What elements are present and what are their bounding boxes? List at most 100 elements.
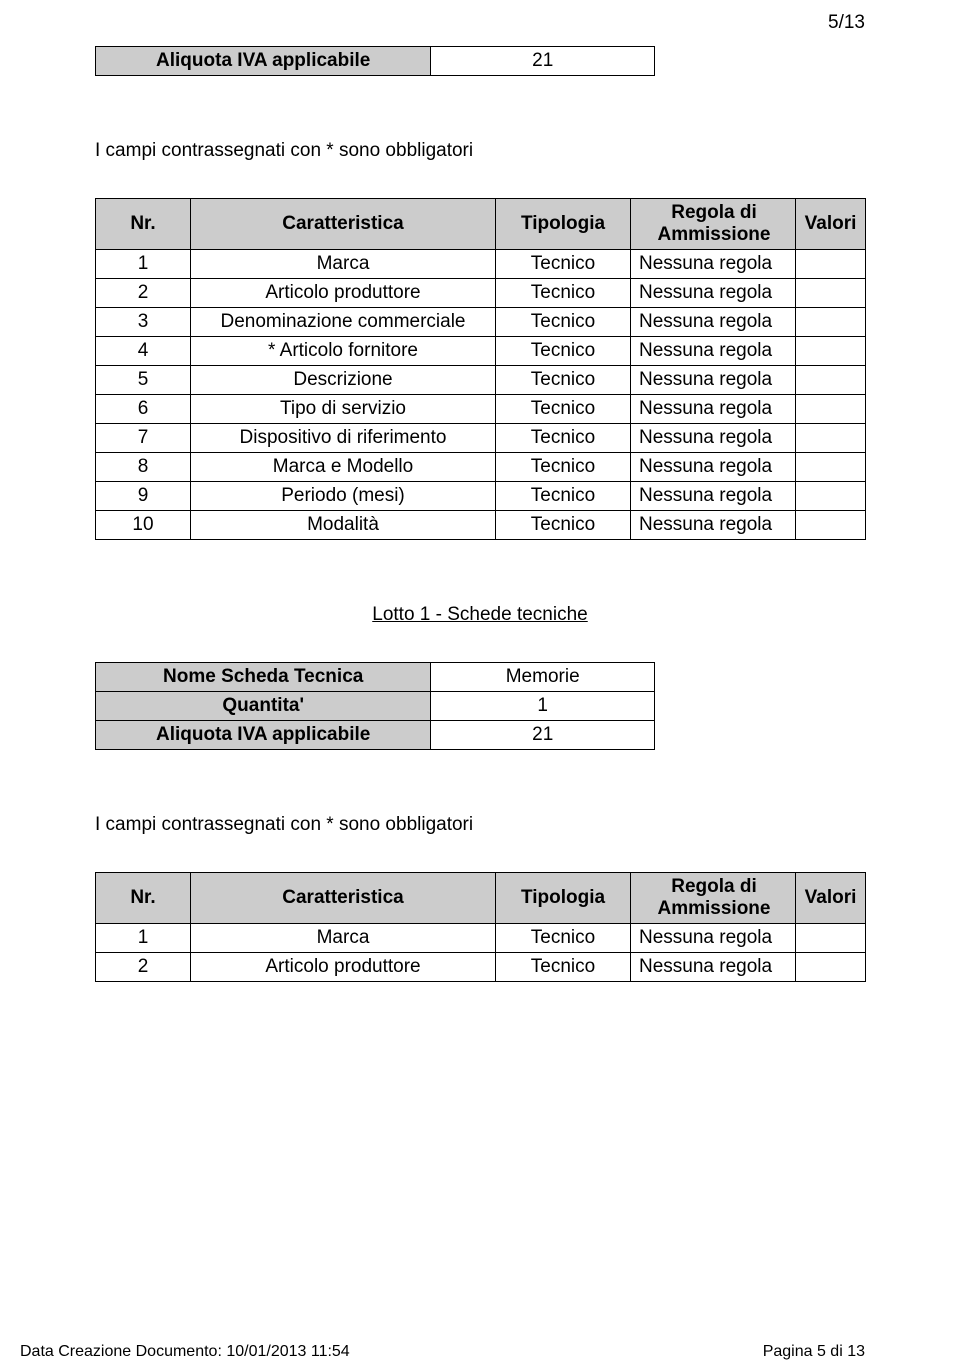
footer-left: Data Creazione Documento: 10/01/2013 11:… xyxy=(20,1343,350,1361)
table-row: 3Denominazione commercialeTecnicoNessuna… xyxy=(96,308,866,337)
cell-tipologia: Tecnico xyxy=(496,250,631,279)
cell-valori xyxy=(796,953,866,982)
cell-regola: Nessuna regola xyxy=(631,395,796,424)
header-valori: Valori xyxy=(796,873,866,924)
cell-valori xyxy=(796,924,866,953)
table-row: 9Periodo (mesi)TecnicoNessuna regola xyxy=(96,482,866,511)
header-nr: Nr. xyxy=(96,873,191,924)
table-row: Quantita'1 xyxy=(96,692,655,721)
table-row: 8Marca e ModelloTecnicoNessuna regola xyxy=(96,453,866,482)
cell-regola: Nessuna regola xyxy=(631,424,796,453)
cell-caratteristica: Periodo (mesi) xyxy=(191,482,496,511)
table-row: Aliquota IVA applicabile 21 xyxy=(96,47,655,76)
cell-tipologia: Tecnico xyxy=(496,424,631,453)
footer: Data Creazione Documento: 10/01/2013 11:… xyxy=(20,1343,865,1361)
main-data-table: Nr. Caratteristica Tipologia Regola di A… xyxy=(95,198,866,540)
cell-nr: 3 xyxy=(96,308,191,337)
cell-nr: 10 xyxy=(96,511,191,540)
cell-caratteristica: * Articolo fornitore xyxy=(191,337,496,366)
cell-caratteristica: Marca xyxy=(191,250,496,279)
cell-nr: 9 xyxy=(96,482,191,511)
cell-valori xyxy=(796,250,866,279)
table-row: 6Tipo di servizioTecnicoNessuna regola xyxy=(96,395,866,424)
section-title: Lotto 1 - Schede tecniche xyxy=(95,604,865,626)
page-number: 5/13 xyxy=(828,12,865,34)
table-row: 10ModalitàTecnicoNessuna regola xyxy=(96,511,866,540)
cell-tipologia: Tecnico xyxy=(496,953,631,982)
scheda-label: Nome Scheda Tecnica xyxy=(96,663,431,692)
cell-caratteristica: Marca e Modello xyxy=(191,453,496,482)
cell-valori xyxy=(796,511,866,540)
cell-caratteristica: Articolo produttore xyxy=(191,279,496,308)
aliquota-value: 21 xyxy=(431,47,655,76)
cell-nr: 7 xyxy=(96,424,191,453)
scheda-value: 21 xyxy=(431,721,655,750)
cell-caratteristica: Tipo di servizio xyxy=(191,395,496,424)
header-regola: Regola di Ammissione xyxy=(631,199,796,250)
cell-valori xyxy=(796,424,866,453)
cell-valori xyxy=(796,395,866,424)
cell-tipologia: Tecnico xyxy=(496,395,631,424)
header-regola: Regola di Ammissione xyxy=(631,873,796,924)
table-header-row: Nr. Caratteristica Tipologia Regola di A… xyxy=(96,199,866,250)
footer-right: Pagina 5 di 13 xyxy=(763,1343,865,1361)
table-header-row: Nr. Caratteristica Tipologia Regola di A… xyxy=(96,873,866,924)
aliquota-label: Aliquota IVA applicabile xyxy=(96,47,431,76)
cell-nr: 1 xyxy=(96,924,191,953)
cell-nr: 8 xyxy=(96,453,191,482)
table-row: Aliquota IVA applicabile21 xyxy=(96,721,655,750)
cell-caratteristica: Marca xyxy=(191,924,496,953)
cell-valori xyxy=(796,366,866,395)
cell-valori xyxy=(796,337,866,366)
cell-valori xyxy=(796,308,866,337)
cell-tipologia: Tecnico xyxy=(496,453,631,482)
cell-regola: Nessuna regola xyxy=(631,953,796,982)
cell-nr: 4 xyxy=(96,337,191,366)
cell-regola: Nessuna regola xyxy=(631,924,796,953)
header-nr: Nr. xyxy=(96,199,191,250)
scheda-value: Memorie xyxy=(431,663,655,692)
cell-caratteristica: Modalità xyxy=(191,511,496,540)
cell-nr: 5 xyxy=(96,366,191,395)
cell-tipologia: Tecnico xyxy=(496,482,631,511)
mandatory-note-2: I campi contrassegnati con * sono obblig… xyxy=(95,814,865,836)
cell-regola: Nessuna regola xyxy=(631,366,796,395)
cell-tipologia: Tecnico xyxy=(496,279,631,308)
cell-regola: Nessuna regola xyxy=(631,453,796,482)
scheda-table: Nome Scheda TecnicaMemorieQuantita'1Aliq… xyxy=(95,662,655,750)
cell-valori xyxy=(796,279,866,308)
header-valori: Valori xyxy=(796,199,866,250)
cell-tipologia: Tecnico xyxy=(496,308,631,337)
cell-caratteristica: Denominazione commerciale xyxy=(191,308,496,337)
cell-tipologia: Tecnico xyxy=(496,366,631,395)
cell-caratteristica: Descrizione xyxy=(191,366,496,395)
cell-valori xyxy=(796,482,866,511)
table-row: 2Articolo produttoreTecnicoNessuna regol… xyxy=(96,279,866,308)
cell-nr: 2 xyxy=(96,953,191,982)
scheda-label: Quantita' xyxy=(96,692,431,721)
cell-valori xyxy=(796,453,866,482)
header-tipologia: Tipologia xyxy=(496,199,631,250)
cell-regola: Nessuna regola xyxy=(631,279,796,308)
table-row: 4* Articolo fornitoreTecnicoNessuna rego… xyxy=(96,337,866,366)
table-row: 5DescrizioneTecnicoNessuna regola xyxy=(96,366,866,395)
table-row: Nome Scheda TecnicaMemorie xyxy=(96,663,655,692)
header-tipologia: Tipologia xyxy=(496,873,631,924)
header-caratteristica: Caratteristica xyxy=(191,199,496,250)
cell-regola: Nessuna regola xyxy=(631,250,796,279)
cell-nr: 6 xyxy=(96,395,191,424)
cell-regola: Nessuna regola xyxy=(631,337,796,366)
table-row: 7Dispositivo di riferimentoTecnicoNessun… xyxy=(96,424,866,453)
cell-regola: Nessuna regola xyxy=(631,308,796,337)
cell-caratteristica: Dispositivo di riferimento xyxy=(191,424,496,453)
mandatory-note: I campi contrassegnati con * sono obblig… xyxy=(95,140,865,162)
cell-tipologia: Tecnico xyxy=(496,511,631,540)
cell-tipologia: Tecnico xyxy=(496,924,631,953)
cell-regola: Nessuna regola xyxy=(631,482,796,511)
cell-nr: 1 xyxy=(96,250,191,279)
page: 5/13 Aliquota IVA applicabile 21 I campi… xyxy=(0,0,960,1371)
table-row: 1MarcaTecnicoNessuna regola xyxy=(96,250,866,279)
scheda-label: Aliquota IVA applicabile xyxy=(96,721,431,750)
header-caratteristica: Caratteristica xyxy=(191,873,496,924)
cell-nr: 2 xyxy=(96,279,191,308)
